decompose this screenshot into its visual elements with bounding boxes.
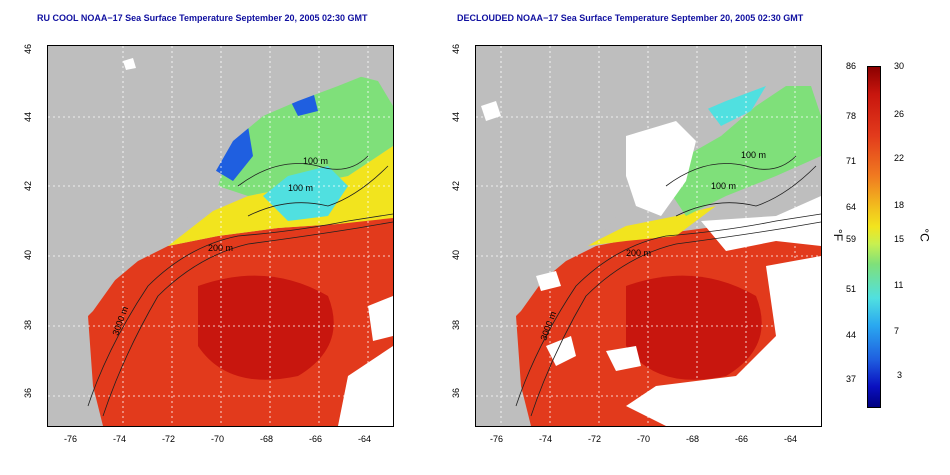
cloud-mask bbox=[626, 256, 821, 426]
gulf-of-maine-cyan bbox=[706, 81, 766, 126]
left-ytick: 42 bbox=[23, 180, 34, 192]
right-xtick: -70 bbox=[637, 434, 651, 444]
colorbar-f-tick: 37 bbox=[846, 374, 857, 384]
contour-label: 100 m bbox=[303, 156, 328, 166]
colorbar bbox=[867, 66, 881, 408]
colorbar-f-tick: 71 bbox=[846, 156, 857, 166]
colorbar-f-tick: 44 bbox=[846, 330, 857, 340]
right-ytick: 44 bbox=[451, 111, 462, 123]
right-xtick: -72 bbox=[588, 434, 602, 444]
left-xtick: -72 bbox=[162, 434, 176, 444]
right-xtick: -66 bbox=[735, 434, 749, 444]
right-map-title: DECLOUDED NOAA−17 Sea Surface Temperatur… bbox=[457, 13, 804, 23]
hot-ocean-core bbox=[198, 275, 334, 380]
colorbar-c-tick: 30 bbox=[894, 61, 905, 71]
cloud-patch bbox=[368, 296, 393, 341]
cloud-mask bbox=[606, 346, 641, 371]
lat-lon-grid bbox=[48, 46, 393, 426]
left-xtick: -68 bbox=[260, 434, 274, 444]
right-xtick: -76 bbox=[490, 434, 504, 444]
right-ytick: 38 bbox=[451, 319, 462, 331]
colorbar-f-tick: 78 bbox=[846, 111, 857, 121]
colorbar-c-tick: 7 bbox=[894, 326, 900, 336]
bathymetry-contours bbox=[87, 155, 393, 417]
cloud-mask bbox=[626, 121, 696, 216]
fahrenheit-unit-label: °F bbox=[831, 228, 846, 242]
contour-label: 100 m bbox=[288, 183, 313, 193]
new-england-land bbox=[48, 46, 393, 346]
right-ytick: 46 bbox=[451, 43, 462, 55]
left-ytick: 46 bbox=[23, 43, 34, 55]
left-xtick: -74 bbox=[113, 434, 127, 444]
right-xtick: -64 bbox=[784, 434, 798, 444]
colorbar-f-tick: 86 bbox=[846, 61, 857, 71]
cloud-mask bbox=[481, 101, 501, 121]
right-sst-map: 100 m 100 m 200 m 3000 m bbox=[475, 45, 822, 427]
left-ytick: 40 bbox=[23, 249, 34, 261]
right-xtick: -68 bbox=[686, 434, 700, 444]
colorbar-c-tick: 26 bbox=[894, 109, 905, 119]
contour-label: 200 m bbox=[626, 248, 651, 258]
maine-coast-blue bbox=[208, 126, 253, 181]
left-xtick: -76 bbox=[64, 434, 78, 444]
left-xtick: -66 bbox=[309, 434, 323, 444]
left-xtick: -70 bbox=[211, 434, 225, 444]
gulf-of-maine-green bbox=[666, 86, 821, 216]
left-xtick: -64 bbox=[358, 434, 372, 444]
lat-lon-grid bbox=[476, 46, 821, 426]
right-ytick: 36 bbox=[451, 387, 462, 399]
colorbar-c-tick: 3 bbox=[897, 370, 903, 380]
left-map-title: RU COOL NOAA−17 Sea Surface Temperature … bbox=[37, 13, 368, 23]
right-ytick: 40 bbox=[451, 249, 462, 261]
colorbar-c-tick: 11 bbox=[894, 280, 904, 290]
cloud-mask bbox=[536, 271, 561, 291]
right-xtick: -74 bbox=[539, 434, 553, 444]
colorbar-f-tick: 59 bbox=[846, 234, 857, 244]
celsius-unit-label: °C bbox=[917, 228, 932, 242]
contour-label: 100 m bbox=[711, 181, 736, 191]
colorbar-c-tick: 18 bbox=[894, 200, 905, 210]
right-sst-image: 100 m 100 m 200 m 3000 m bbox=[476, 46, 821, 426]
left-sst-map: 100 m 100 m 200 m 3000 m bbox=[47, 45, 394, 427]
colorbar-f-tick: 51 bbox=[846, 284, 857, 294]
hot-ocean-core bbox=[626, 275, 762, 380]
contour-label: 200 m bbox=[208, 243, 233, 253]
left-ytick: 38 bbox=[23, 319, 34, 331]
bathymetry-contours bbox=[515, 155, 821, 417]
colorbar-c-tick: 22 bbox=[894, 153, 905, 163]
right-ytick: 42 bbox=[451, 180, 462, 192]
gulf-of-maine-green bbox=[218, 76, 393, 196]
left-sst-image: 100 m 100 m 200 m 3000 m bbox=[48, 46, 393, 426]
new-england-land bbox=[476, 46, 821, 346]
left-ytick: 44 bbox=[23, 111, 34, 123]
contour-label: 100 m bbox=[741, 150, 766, 160]
gulf-of-maine-cyan bbox=[263, 166, 348, 221]
colorbar-f-tick: 64 bbox=[846, 202, 857, 212]
cloud-patch bbox=[123, 58, 136, 70]
cloud-patch bbox=[338, 346, 393, 426]
colorbar-c-tick: 15 bbox=[894, 234, 905, 244]
shelf-yellow-band bbox=[586, 206, 716, 246]
left-ytick: 36 bbox=[23, 387, 34, 399]
